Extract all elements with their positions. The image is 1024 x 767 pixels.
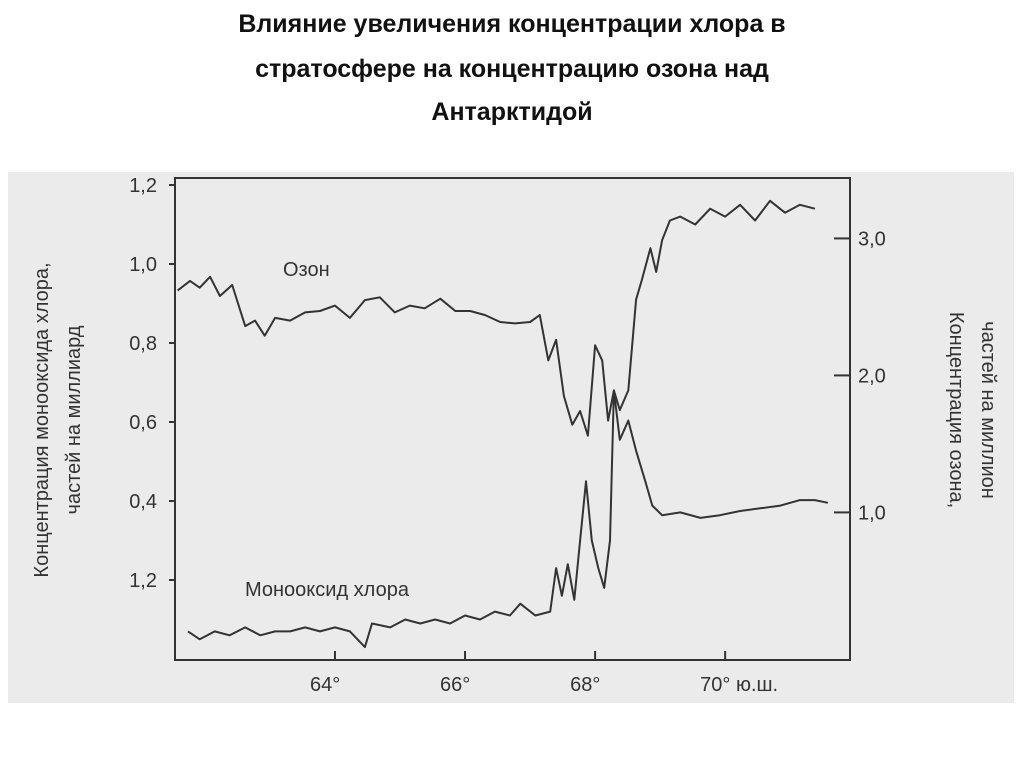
y2-tick-label: 1,0	[858, 502, 886, 524]
x-tick-label: 70° ю.ш.	[700, 674, 778, 696]
data-line	[176, 275, 829, 519]
title-line: Влияние увеличения концентрации хлора в	[238, 10, 785, 38]
chart-background	[8, 172, 1014, 703]
annotation: Монооксид хлора	[245, 579, 410, 601]
y-axis-label: Концентрация монооксида хлора,	[31, 262, 53, 577]
y-tick-label: 1,2	[129, 175, 157, 197]
title-line: Антарктидой	[431, 98, 592, 126]
data-line	[187, 199, 816, 649]
title-line: стратосфере на концентрацию озона над	[255, 55, 769, 83]
y-axis-label: частей на миллиард	[63, 325, 85, 514]
plot-frame	[174, 177, 851, 661]
y2-axis-label: Концентрация озона,	[945, 312, 967, 508]
y-tick-label: 0,8	[129, 333, 157, 355]
y-tick-label: 0,4	[129, 491, 157, 513]
y-tick-label: 1,0	[129, 254, 157, 276]
y2-tick-label: 3,0	[858, 228, 886, 250]
y2-tick-label: 2,0	[858, 365, 886, 387]
x-tick-label: 64°	[310, 674, 340, 696]
annotation: Озон	[283, 259, 330, 281]
y2-axis-label: частей на миллион	[977, 321, 999, 499]
y-tick-label: 1,2	[129, 570, 157, 592]
y-tick-label: 0,6	[129, 412, 157, 434]
x-tick-label: 66°	[440, 674, 470, 696]
x-tick-label: 68°	[570, 674, 600, 696]
